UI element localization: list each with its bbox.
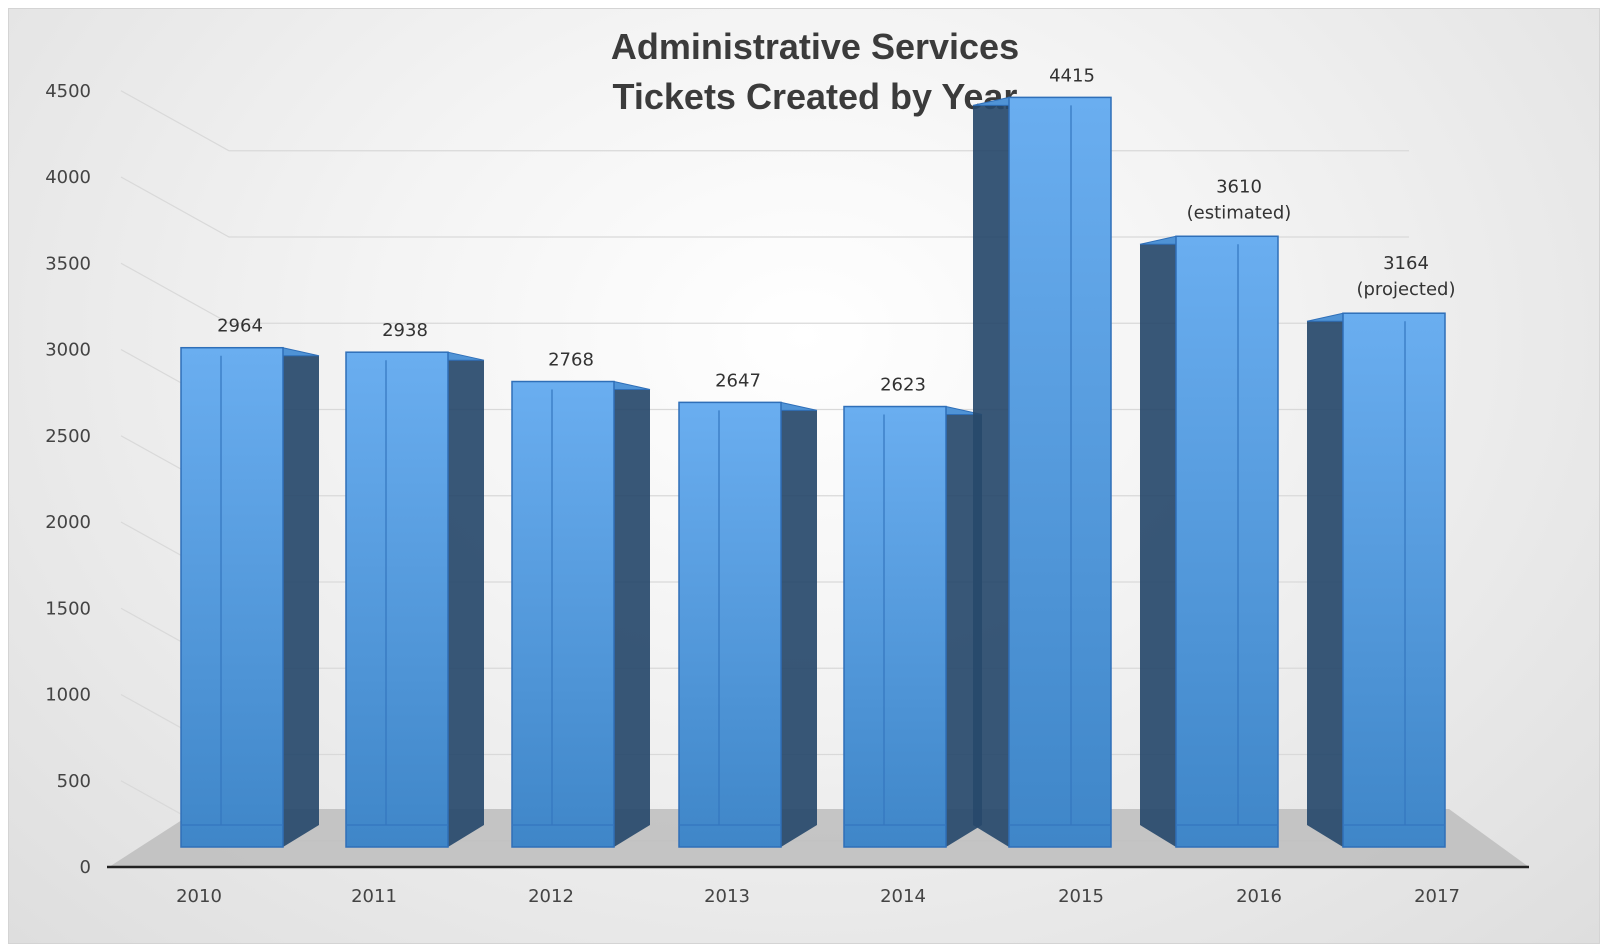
y-tick-label: 2500 [45, 426, 91, 447]
chart-area: Administrative Services Tickets Created … [8, 8, 1600, 944]
bar [345, 351, 485, 848]
bars [180, 96, 1446, 848]
chart-title: Administrative Services Tickets Created … [611, 26, 1019, 117]
y-tick-label: 4000 [45, 167, 91, 188]
bar-front-face [1342, 312, 1446, 848]
bar-side-face [1140, 236, 1176, 847]
bar-front-face [1008, 96, 1112, 848]
bar [678, 401, 818, 848]
bar [843, 405, 983, 848]
data-label-note: (projected) [1356, 279, 1455, 300]
bar-side-face [614, 381, 650, 847]
bar-side-face [448, 352, 484, 847]
data-label: 2964 [217, 316, 263, 337]
chart-title-line-2: Tickets Created by Year [613, 76, 1018, 117]
x-tick-label: 2015 [1058, 886, 1104, 907]
bar-front-face [1175, 235, 1279, 848]
x-tick-label: 2012 [528, 886, 574, 907]
y-tick-label: 500 [57, 771, 91, 792]
y-tick-label: 2000 [45, 512, 91, 533]
x-tick-label: 2017 [1414, 886, 1460, 907]
y-axis-tick-labels: 0 500 1000 1500 2000 2500 3000 3500 4000 4500 [45, 81, 91, 878]
bar-front-face [345, 351, 449, 848]
bar-side-face [1307, 313, 1343, 848]
y-tick-label: 1000 [45, 685, 91, 706]
data-label: 3610 [1216, 176, 1262, 197]
bar-side-face [283, 347, 319, 847]
bar-front-face [180, 346, 284, 848]
data-label: 2623 [880, 375, 926, 396]
x-tick-label: 2016 [1236, 886, 1282, 907]
x-tick-label: 2014 [880, 886, 926, 907]
x-tick-label: 2011 [351, 886, 397, 907]
data-label-note: (estimated) [1187, 202, 1292, 223]
y-tick-label: 3500 [45, 253, 91, 274]
data-label: 2647 [715, 370, 761, 391]
x-tick-label: 2010 [176, 886, 222, 907]
y-tick-label: 3000 [45, 340, 91, 361]
bar-front-face [843, 405, 947, 848]
data-label: 4415 [1049, 65, 1095, 86]
bar [1139, 235, 1279, 848]
data-label: 3164 [1383, 253, 1429, 274]
bar-front-face [511, 380, 615, 848]
y-tick-label: 1500 [45, 598, 91, 619]
chart-title-line-1: Administrative Services [611, 26, 1019, 67]
data-labels: 2964 2938 2768 2647 2623 4415 3610 (estimated) 3… [217, 65, 1455, 395]
bar [180, 346, 320, 848]
bar-side-face [973, 97, 1009, 848]
bar [511, 380, 651, 848]
x-tick-label: 2013 [704, 886, 750, 907]
y-tick-label: 4500 [45, 81, 91, 102]
bar [1306, 312, 1446, 848]
bar-side-face [781, 402, 817, 847]
y-tick-label: 0 [80, 857, 91, 878]
data-label: 2768 [548, 350, 594, 371]
data-label: 2938 [382, 320, 428, 341]
bar-chart: Administrative Services Tickets Created … [45, 26, 1529, 907]
x-axis-tick-labels: 2010 2011 2012 2013 2014 2015 2016 2017 [176, 886, 1460, 907]
bar [972, 96, 1112, 848]
bar-front-face [678, 401, 782, 848]
